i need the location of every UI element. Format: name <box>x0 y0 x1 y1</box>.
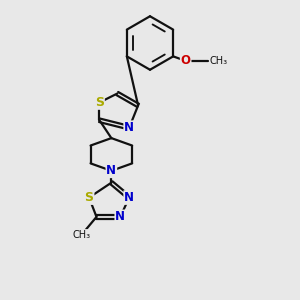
Text: CH₃: CH₃ <box>73 230 91 240</box>
Text: O: O <box>181 54 191 67</box>
Text: CH₃: CH₃ <box>209 56 228 66</box>
Text: S: S <box>95 96 104 109</box>
Text: N: N <box>124 121 134 134</box>
Text: N: N <box>106 164 116 177</box>
Text: N: N <box>124 191 134 204</box>
Text: N: N <box>115 210 125 224</box>
Text: S: S <box>85 191 94 204</box>
